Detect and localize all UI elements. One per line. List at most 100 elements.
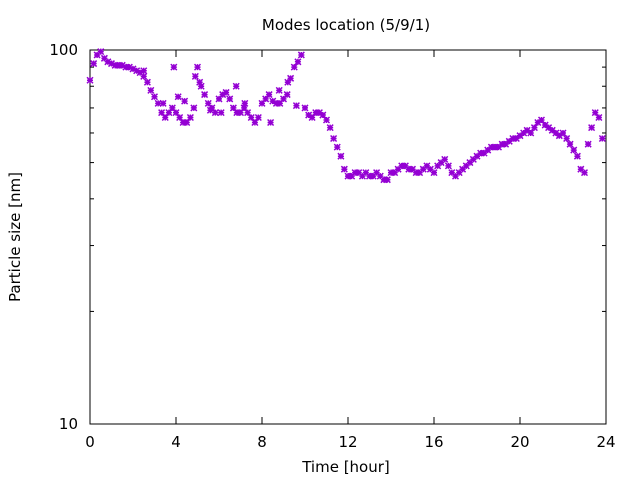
- data-point: [122, 63, 130, 71]
- data-point: [394, 165, 402, 173]
- data-point: [509, 134, 517, 143]
- data-point: [416, 169, 424, 177]
- data-point: [191, 72, 199, 80]
- data-point: [147, 86, 155, 94]
- data-point: [448, 169, 456, 177]
- data-point: [244, 109, 252, 117]
- data-point: [430, 169, 438, 177]
- data-point: [283, 91, 291, 99]
- data-point: [118, 61, 126, 69]
- data-point: [591, 109, 599, 117]
- data-point: [179, 118, 187, 127]
- data-point: [197, 82, 205, 90]
- data-point: [484, 146, 492, 154]
- data-point: [552, 129, 560, 137]
- data-point: [480, 149, 488, 157]
- data-point: [337, 152, 345, 160]
- data-point: [136, 69, 144, 77]
- data-point: [222, 88, 230, 96]
- data-point: [559, 129, 567, 137]
- data-point: [398, 162, 406, 170]
- y-axis-ticks: [90, 49, 606, 425]
- data-point: [566, 140, 574, 148]
- data-point: [555, 132, 563, 140]
- data-point: [258, 99, 266, 107]
- data-point: [419, 165, 427, 173]
- data-point: [355, 169, 363, 177]
- data-point: [487, 143, 495, 151]
- data-point: [380, 176, 388, 184]
- data-point: [340, 165, 348, 173]
- y-tick-label-bottom: 10: [59, 415, 78, 433]
- data-point: [358, 172, 366, 180]
- data-point: [512, 134, 520, 143]
- data-point: [211, 109, 219, 117]
- data-point: [161, 113, 169, 122]
- data-point: [534, 118, 542, 127]
- data-point: [577, 165, 585, 173]
- data-point: [502, 140, 510, 148]
- data-point: [292, 102, 300, 110]
- data-point: [537, 116, 546, 124]
- data-point: [333, 143, 341, 151]
- plot-frame: [89, 49, 607, 425]
- data-point: [86, 76, 94, 84]
- data-point: [423, 162, 431, 170]
- x-tick-label: 24: [596, 433, 615, 451]
- data-point: [204, 99, 212, 107]
- data-point: [444, 162, 452, 170]
- data-point: [196, 78, 204, 86]
- data-point: [254, 113, 262, 122]
- data-point: [294, 58, 302, 66]
- data-point: [215, 95, 223, 103]
- data-point: [391, 169, 399, 177]
- data-point: [494, 143, 503, 151]
- data-point: [93, 51, 101, 59]
- x-tick-label: 4: [171, 433, 181, 451]
- x-tick-label: 20: [510, 433, 529, 451]
- data-point: [426, 165, 434, 173]
- data-point: [437, 159, 445, 167]
- data-point: [267, 118, 275, 127]
- data-point: [523, 126, 531, 134]
- data-point: [598, 134, 606, 143]
- data-point: [541, 121, 549, 129]
- data-point: [140, 67, 148, 75]
- data-point: [240, 104, 248, 112]
- data-point: [573, 152, 581, 160]
- data-point: [219, 91, 227, 99]
- data-point: [269, 97, 277, 105]
- data-point: [159, 99, 167, 107]
- data-point: [165, 109, 173, 117]
- data-point: [154, 99, 162, 107]
- data-point: [516, 132, 524, 140]
- data-point: [241, 99, 249, 107]
- data-point: [150, 93, 159, 101]
- data-point: [326, 124, 334, 132]
- data-point: [588, 124, 596, 132]
- data-point: [312, 109, 320, 117]
- data-point: [387, 169, 395, 177]
- data-point: [226, 95, 234, 103]
- data-point: [183, 118, 191, 127]
- data-point: [408, 165, 417, 173]
- data-point: [466, 159, 474, 167]
- data-point: [412, 169, 420, 177]
- data-point: [290, 63, 298, 71]
- data-point: [262, 95, 270, 103]
- data-point: [284, 78, 292, 86]
- data-point: [595, 113, 603, 122]
- x-axis-label: Time [hour]: [301, 458, 390, 476]
- data-point: [297, 51, 305, 59]
- data-point: [100, 54, 108, 62]
- data-point: [473, 152, 481, 160]
- data-point: [520, 129, 528, 137]
- data-point: [236, 109, 245, 117]
- data-point: [247, 113, 255, 122]
- x-tick-label: 16: [424, 433, 443, 451]
- data-point: [90, 60, 98, 68]
- data-point: [405, 165, 413, 173]
- data-point: [383, 176, 391, 184]
- data-point: [129, 65, 137, 73]
